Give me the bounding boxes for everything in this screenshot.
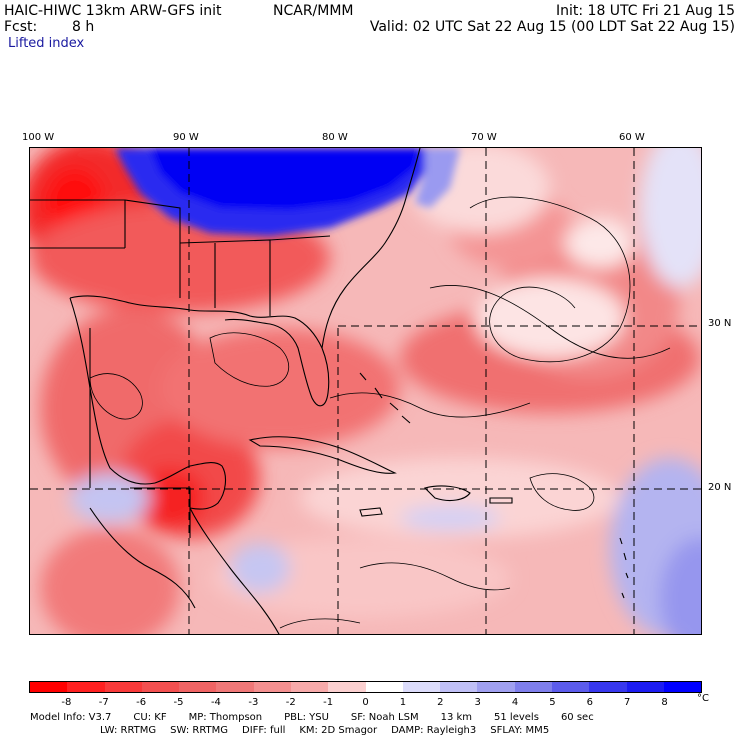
color-scale-label: -5 [173, 697, 184, 708]
forecast-hour: 8 h [72, 19, 95, 35]
init-time: Init: 18 UTC Fri 21 Aug 15 [555, 3, 735, 19]
lat-label-30n: 30 N [708, 318, 732, 329]
color-swatch [551, 682, 590, 692]
valid-time: Valid: 02 UTC Sat 22 Aug 15 (00 LDT Sat … [369, 19, 735, 35]
color-swatch [514, 682, 552, 692]
color-scale-label: -4 [210, 697, 221, 708]
model-info-item: 13 km [440, 712, 473, 723]
model-info-item: SF: Noah LSM [350, 712, 419, 723]
color-scale-label: 1 [399, 697, 407, 708]
color-swatch [30, 682, 68, 692]
color-scale-label: 3 [474, 697, 481, 708]
color-swatch [104, 682, 142, 692]
model-info-item: KM: 2D Smagor [299, 725, 378, 736]
lon-label-80w: 80 W [322, 132, 348, 143]
center-name: NCAR/MMM [273, 3, 354, 19]
color-scale-label: 7 [624, 697, 631, 708]
color-scale-label: -6 [136, 697, 147, 708]
color-scale-label: 2 [437, 697, 444, 708]
color-scale-label: 4 [511, 697, 519, 708]
color-swatch [626, 682, 664, 692]
coastlines [30, 148, 629, 634]
color-swatch [663, 682, 702, 692]
color-swatch [67, 682, 105, 692]
lifted-index-shading [30, 148, 701, 634]
model-info-item: LW: RRTMG [100, 725, 157, 736]
color-swatch [477, 682, 515, 692]
model-info-item: 51 levels [494, 712, 539, 723]
color-swatch [179, 682, 217, 692]
color-scale-label: -2 [285, 697, 296, 708]
color-swatch [589, 682, 627, 692]
lifted-index-map [29, 147, 702, 635]
stable-region [115, 148, 460, 236]
color-swatch [440, 682, 478, 692]
color-scale-label: -7 [98, 697, 109, 708]
color-swatch [328, 682, 366, 692]
field-name: Lifted index [8, 36, 85, 51]
map-canvas [30, 148, 701, 634]
color-scale-label: 8 [661, 697, 668, 708]
lon-label-70w: 70 W [471, 132, 497, 143]
color-scale-label: -1 [323, 697, 334, 708]
model-info-line2: LW: RRTMG SW: RRTMG DIFF: full KM: 2D Smago… [100, 725, 563, 737]
color-swatch [216, 682, 254, 692]
color-swatch [402, 682, 441, 692]
model-info-item: 60 sec [560, 712, 594, 723]
model-info-line1: Model Info: V3.7 CU: KF MP: Thompson PBL: Y… [30, 712, 616, 724]
color-scale-label: 5 [549, 697, 556, 708]
model-info-item: CU: KF [133, 712, 167, 723]
lon-label-90w: 90 W [173, 132, 199, 143]
color-scale-label: 6 [586, 697, 594, 708]
color-scale-label: 0 [362, 697, 369, 708]
color-scale-bar [29, 681, 702, 693]
forecast-label: Fcst: [4, 19, 38, 35]
lon-label-100w: 100 W [22, 132, 55, 143]
lat-label-20n: 20 N [708, 482, 732, 493]
color-swatch [253, 682, 291, 692]
model-info-item: DIFF: full [242, 725, 286, 736]
model-info-item: MP: Thompson [188, 712, 263, 723]
model-info-item: PBL: YSU [284, 712, 329, 723]
color-swatch [141, 682, 180, 692]
model-info-item: DAMP: Rayleigh3 [391, 725, 477, 736]
color-swatch [290, 682, 329, 692]
model-title: HAIC-HIWC 13km ARW-GFS init [4, 3, 222, 19]
model-info-item: SW: RRTMG [170, 725, 229, 736]
model-info-item: SFLAY: MM5 [490, 725, 550, 736]
contour-lines [89, 196, 671, 629]
color-swatch [365, 682, 403, 692]
color-scale-unit: °C [697, 693, 709, 704]
color-scale-label: -3 [248, 697, 259, 708]
lon-label-60w: 60 W [619, 132, 645, 143]
color-scale-label: -8 [61, 697, 72, 708]
model-info-item: Model Info: V3.7 [30, 712, 112, 723]
